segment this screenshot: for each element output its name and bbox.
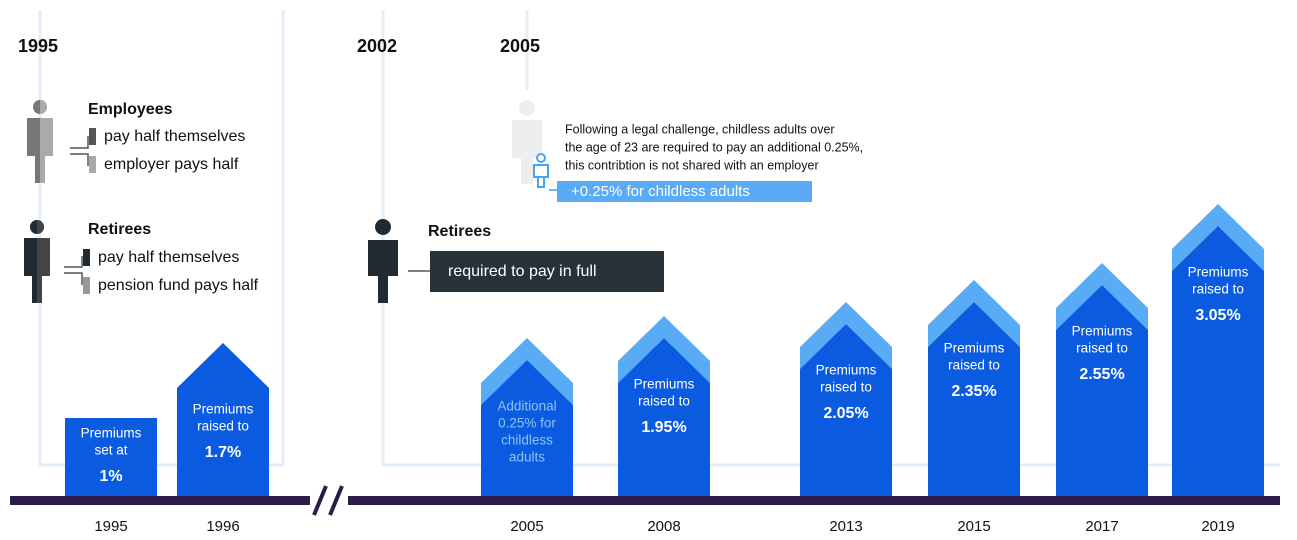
heading: Retirees	[428, 223, 491, 240]
axis-labels: 1995 1996 2005 2008 2013 2015 2017 2019	[94, 518, 1234, 535]
bar	[1056, 285, 1148, 498]
bar-text: raised to	[820, 380, 872, 395]
heading: Retirees	[88, 221, 151, 238]
bar-value: 2.05%	[823, 405, 868, 422]
bar-value: 2.55%	[1079, 366, 1124, 383]
heading: Employees	[88, 101, 173, 118]
bar-text: Premiums	[816, 363, 877, 378]
bar-cap	[1056, 263, 1148, 330]
bar-text: raised to	[948, 358, 1000, 373]
break-marks	[312, 485, 344, 516]
bar-text: Premiums	[1188, 265, 1249, 280]
bar-text: 0.25% for	[498, 416, 556, 431]
bar-text: Premiums	[81, 426, 142, 441]
bar-value: 1.7%	[205, 444, 241, 461]
bar	[618, 338, 710, 498]
bar-text: childless	[501, 433, 553, 448]
bar-text: raised to	[1076, 341, 1128, 356]
text: pension fund pays half	[98, 277, 259, 294]
bar	[177, 343, 269, 498]
retiree-icon	[24, 220, 50, 303]
bar-text: Premiums	[634, 377, 695, 392]
bars: Premiums set at 1% Premiums raised to 1.7% Add…	[65, 204, 1264, 498]
text: pay half themselves	[104, 128, 245, 145]
bar-cap	[618, 316, 710, 383]
employee-icon	[27, 100, 53, 183]
bar-cap	[481, 338, 573, 405]
bar-value: 1.95%	[641, 419, 686, 436]
bar-text: Premiums	[944, 341, 1005, 356]
timeline	[10, 496, 1280, 505]
bar-text: raised to	[1192, 282, 1244, 297]
note: this contribtion is not shared with an e…	[565, 158, 819, 172]
ghost-icon	[512, 100, 542, 184]
note: Following a legal challenge, childless a…	[565, 122, 835, 136]
bar	[928, 302, 1020, 498]
bar-text: Additional	[497, 399, 556, 414]
badge	[557, 181, 812, 202]
year: 2005	[500, 36, 540, 56]
bar	[800, 324, 892, 498]
bar-text: adults	[509, 450, 545, 465]
bracket	[70, 136, 89, 166]
bar-text: raised to	[638, 394, 690, 409]
marker	[83, 277, 90, 294]
axis-label: 2015	[957, 518, 990, 535]
axis-label: 1995	[94, 518, 127, 535]
bar-cap	[928, 280, 1020, 347]
bar-text: raised to	[197, 419, 249, 434]
axis-label: 2008	[647, 518, 680, 535]
text: required to pay in full	[448, 263, 597, 280]
axis-label: 1996	[206, 518, 239, 535]
text: employer pays half	[104, 156, 239, 173]
bar-cap	[1172, 204, 1264, 271]
axis-label: 2019	[1201, 518, 1234, 535]
bar	[481, 360, 573, 498]
bar-value: 1%	[99, 468, 122, 485]
bar-value: 2.35%	[951, 383, 996, 400]
retiree-icon	[368, 219, 398, 303]
axis-label: 2013	[829, 518, 862, 535]
note: the age of 23 are required to pay an add…	[565, 140, 863, 154]
bar-text: Premiums	[193, 402, 254, 417]
bar	[65, 418, 157, 498]
marker	[89, 128, 96, 145]
badge-text: +0.25% for childless adults	[571, 183, 750, 200]
child-icon	[533, 153, 549, 188]
axis-label: 2017	[1085, 518, 1118, 535]
year: 1995	[18, 36, 58, 56]
frame-left	[38, 10, 285, 467]
label-box	[430, 251, 664, 292]
text: pay half themselves	[98, 249, 239, 266]
year: 2002	[357, 36, 397, 56]
marker	[89, 156, 96, 173]
axis-label: 2005	[510, 518, 543, 535]
bar-value: 3.05%	[1195, 307, 1240, 324]
marker	[83, 249, 90, 266]
bar-text: Premiums	[1072, 324, 1133, 339]
bracket	[64, 256, 83, 285]
bar-text: set at	[94, 443, 127, 458]
bar	[1172, 226, 1264, 498]
bar-cap	[800, 302, 892, 369]
